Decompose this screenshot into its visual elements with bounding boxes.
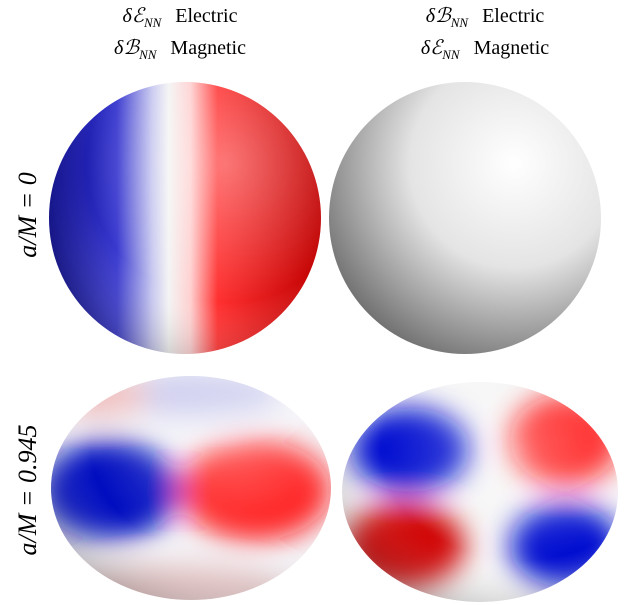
word: Electric	[482, 5, 544, 27]
sphere-top-right	[329, 82, 601, 354]
symbol: δℰ	[421, 37, 444, 59]
column-header: δℰNN Magnetic	[421, 37, 549, 62]
column-header: δℰNN Electric	[123, 5, 238, 30]
sphere-bottom-right	[342, 382, 618, 602]
row-label: a/M = 0.945	[13, 425, 42, 556]
word: Magnetic	[474, 37, 550, 59]
word: Magnetic	[170, 37, 246, 59]
subscript: NN	[138, 47, 158, 62]
word: Electric	[175, 5, 237, 27]
column-header: δℬNN Electric	[426, 5, 545, 30]
row-label: a/M = 0	[13, 172, 42, 257]
symbol: δℰ	[123, 5, 146, 27]
sphere-bottom-left	[51, 376, 331, 600]
symbol: δℬ	[426, 5, 452, 27]
sphere-shade	[49, 82, 321, 354]
subscript: NN	[450, 15, 470, 30]
subscript: NN	[441, 47, 461, 62]
subscript: NN	[143, 15, 163, 30]
column-header: δℬNN Magnetic	[114, 37, 246, 62]
symbol: δℬ	[114, 37, 140, 59]
